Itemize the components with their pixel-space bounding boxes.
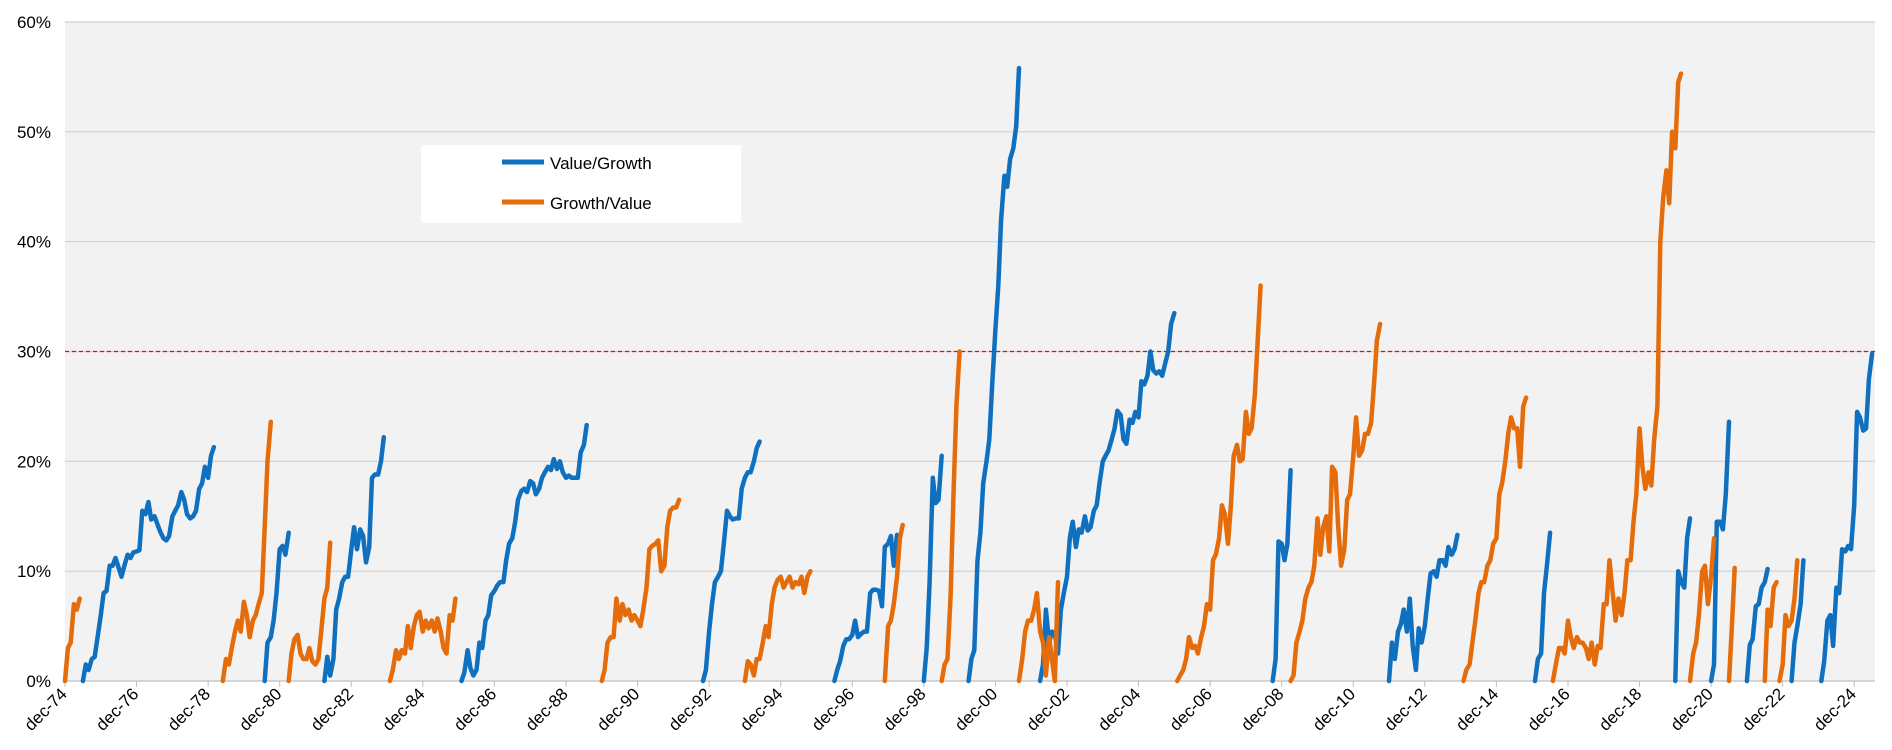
x-tick-label: dec-08 <box>1237 684 1287 734</box>
series-line-segment <box>387 596 458 684</box>
series-growth-value <box>62 71 1800 684</box>
x-tick-label: dec-78 <box>164 684 214 734</box>
series-line-segment <box>1744 566 1770 684</box>
series-line-segment <box>286 540 333 684</box>
series-line-segment <box>322 434 387 684</box>
legend-label-growth-value: Growth/Value <box>550 194 652 213</box>
series-line-segment <box>921 453 944 684</box>
x-tick-label: dec-90 <box>593 684 643 734</box>
series-line-segment <box>1726 565 1737 684</box>
x-tick-label: dec-98 <box>879 684 929 734</box>
x-tick-label: dec-82 <box>307 684 357 734</box>
x-tick-label: dec-18 <box>1595 684 1645 734</box>
series-line-segment <box>1708 419 1732 684</box>
x-tick-label: dec-96 <box>808 684 858 734</box>
series-line-segment <box>80 444 217 684</box>
y-tick-label: 10% <box>17 562 51 581</box>
legend-box <box>421 145 741 223</box>
series-line-segment <box>1037 310 1177 684</box>
y-tick-label: 0% <box>26 672 51 691</box>
y-tick-label: 50% <box>17 123 51 142</box>
y-tick-label: 60% <box>17 13 51 32</box>
x-tick-label: dec-94 <box>736 684 786 734</box>
series-line-segment <box>1819 351 1875 684</box>
series-line-segment <box>882 522 905 684</box>
y-axis-ticks: 0% 10% 20% 30% 40% 50% 60% <box>17 13 51 691</box>
series-line-segment <box>459 422 589 684</box>
y-tick-label: 30% <box>17 343 51 362</box>
x-tick-label: dec-12 <box>1380 684 1430 734</box>
y-tick-label: 40% <box>17 233 51 252</box>
x-tick-label: dec-16 <box>1524 684 1574 734</box>
series-line-segment <box>700 439 762 684</box>
x-tick-label: dec-80 <box>235 684 285 734</box>
y-tick-label: 20% <box>17 452 51 471</box>
series-line-segment <box>1532 530 1553 684</box>
series-line-segment <box>1789 557 1806 684</box>
series-line-segment <box>220 419 274 684</box>
legend-label-value-growth: Value/Growth <box>550 154 652 173</box>
x-tick-label: dec-00 <box>951 684 1001 734</box>
series-line-segment <box>742 568 813 684</box>
series-line-segment <box>62 596 82 684</box>
x-tick-label: dec-10 <box>1309 684 1359 734</box>
series-line-segment <box>1762 579 1779 684</box>
x-tick-label: dec-92 <box>665 684 715 734</box>
series-line-segment <box>262 530 291 684</box>
series-line-segment <box>1461 395 1529 684</box>
series-line-segment <box>1174 283 1263 684</box>
x-tick-label: dec-86 <box>450 684 500 734</box>
series-line-segment <box>1687 535 1717 684</box>
x-tick-label: dec-84 <box>378 684 428 734</box>
series-line-segment <box>1386 532 1460 684</box>
series-line-segment <box>1016 579 1061 684</box>
legend: Value/Growth Growth/Value <box>421 145 741 223</box>
x-tick-label: dec-74 <box>21 684 71 734</box>
series-line-segment <box>599 497 682 684</box>
series-line-segment <box>1288 321 1383 684</box>
series-line-segment <box>966 65 1022 684</box>
x-tick-label: dec-22 <box>1738 684 1788 734</box>
x-tick-label: dec-88 <box>522 684 572 734</box>
series-line-segment <box>939 349 962 684</box>
series-line-segment <box>832 532 900 684</box>
x-tick-label: dec-24 <box>1810 684 1860 734</box>
x-tick-label: dec-20 <box>1667 684 1717 734</box>
x-tick-label: dec-04 <box>1094 684 1144 734</box>
series-lines <box>62 65 1875 684</box>
x-tick-label: dec-76 <box>92 684 142 734</box>
series-line-segment <box>1270 467 1293 684</box>
x-tick-label: dec-02 <box>1023 684 1073 734</box>
series-line-segment <box>1777 557 1800 684</box>
x-axis-ticks: dec-74 dec-76 dec-78 dec-80 dec-82 dec-84 dec-… <box>21 681 1860 735</box>
series-line-segment <box>1550 71 1684 684</box>
x-tick-label: dec-14 <box>1452 684 1502 734</box>
x-tick-label: dec-06 <box>1166 684 1216 734</box>
series-value-growth <box>80 65 1875 684</box>
series-line-segment <box>1673 516 1693 684</box>
